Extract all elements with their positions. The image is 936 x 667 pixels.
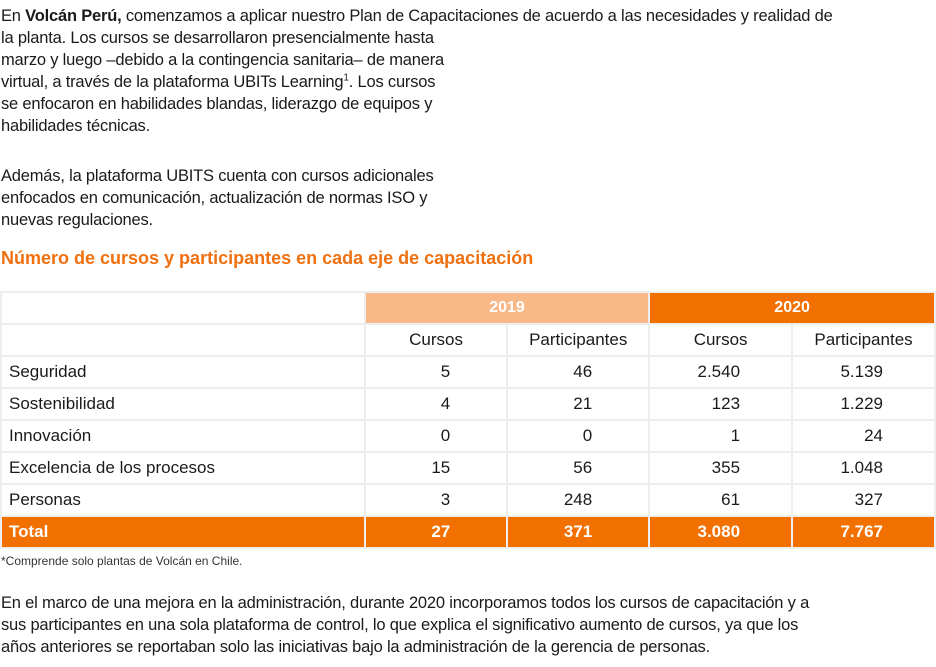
- footnote: *Comprende solo plantas de Volcán en Chi…: [1, 554, 243, 568]
- row-label: Sostenibilidad: [0, 387, 366, 421]
- closing-paragraph: En el marco de una mejora en la administ…: [1, 592, 809, 658]
- row-label: Seguridad: [0, 355, 366, 389]
- footnote-ref: 1: [343, 72, 349, 84]
- cell: 61: [648, 483, 794, 517]
- cell: 371: [506, 515, 651, 549]
- row-label: Innovación: [0, 419, 366, 453]
- cell: 5: [363, 355, 509, 389]
- intro-line: habilidades técnicas.: [1, 117, 150, 135]
- company-name: Volcán Perú,: [25, 7, 122, 25]
- cell: 0: [363, 419, 509, 453]
- table-row: Excelencia de los procesos 15 56 355 1.0…: [0, 451, 936, 485]
- table-title: Número de cursos y participantes en cada…: [1, 248, 534, 268]
- cell: 21: [506, 387, 651, 421]
- subheader: Participantes: [506, 323, 651, 357]
- intro-line: la planta. Los cursos se desarrollaron p…: [1, 29, 434, 47]
- cell: 15: [363, 451, 509, 485]
- cell: 0: [506, 419, 651, 453]
- cell: 46: [506, 355, 651, 389]
- para-line: años anteriores se reportaban solo las i…: [1, 638, 710, 656]
- intro-paragraph: En Volcán Perú, comenzamos a aplicar nue…: [1, 5, 833, 137]
- text: virtual, a través de la plataforma UBITs…: [1, 73, 344, 91]
- empty-cell: [0, 323, 366, 357]
- cell: 1.229: [791, 387, 936, 421]
- cell: 2.540: [648, 355, 794, 389]
- cell: 24: [791, 419, 936, 453]
- cell: 327: [791, 483, 936, 517]
- cell: 4: [363, 387, 509, 421]
- intro-line: marzo y luego –debido a la contingencia …: [1, 51, 444, 69]
- total-row: Total 27 371 3.080 7.767: [0, 515, 936, 549]
- year-header-row: 2019 2020: [0, 291, 936, 325]
- table-row: Sostenibilidad 4 21 123 1.229: [0, 387, 936, 421]
- second-paragraph: Además, la plataforma UBITS cuenta con c…: [1, 165, 434, 231]
- para-line: enfocados en comunicación, actualización…: [1, 189, 428, 207]
- training-table: 2019 2020 Cursos Participantes Cursos Pa…: [0, 291, 936, 549]
- row-label: Personas: [0, 483, 366, 517]
- cell: 56: [506, 451, 651, 485]
- cell: 3: [363, 483, 509, 517]
- row-label: Excelencia de los procesos: [0, 451, 366, 485]
- cell: 123: [648, 387, 794, 421]
- subheader-row: Cursos Participantes Cursos Participante…: [0, 323, 936, 357]
- table-row: Seguridad 5 46 2.540 5.139: [0, 355, 936, 389]
- intro-line: virtual, a través de la plataforma UBITs…: [1, 71, 833, 93]
- cell: 355: [648, 451, 794, 485]
- empty-cell: [0, 291, 366, 325]
- table-row: Personas 3 248 61 327: [0, 483, 936, 517]
- cell: 7.767: [791, 515, 936, 549]
- text: . Los cursos: [348, 73, 436, 91]
- cell: 1.048: [791, 451, 936, 485]
- intro-line: En Volcán Perú, comenzamos a aplicar nue…: [1, 5, 833, 27]
- intro-line: se enfocaron en habilidades blandas, lid…: [1, 95, 433, 113]
- text: comenzamos a aplicar nuestro Plan de Cap…: [121, 7, 833, 25]
- table-row: Innovación 0 0 1 24: [0, 419, 936, 453]
- subheader: Participantes: [791, 323, 936, 357]
- cell: 1: [648, 419, 794, 453]
- text: En: [1, 7, 26, 25]
- cell: 27: [363, 515, 509, 549]
- para-line: sus participantes en una sola plataforma…: [1, 616, 799, 634]
- cell: 3.080: [648, 515, 794, 549]
- para-line: nuevas regulaciones.: [1, 211, 153, 229]
- year-2020-header: 2020: [648, 291, 936, 325]
- row-label: Total: [0, 515, 366, 549]
- subheader: Cursos: [648, 323, 794, 357]
- para-line: Además, la plataforma UBITS cuenta con c…: [1, 167, 434, 185]
- cell: 248: [506, 483, 651, 517]
- subheader: Cursos: [363, 323, 509, 357]
- cell: 5.139: [791, 355, 936, 389]
- year-2019-header: 2019: [363, 291, 651, 325]
- para-line: En el marco de una mejora en la administ…: [1, 594, 810, 612]
